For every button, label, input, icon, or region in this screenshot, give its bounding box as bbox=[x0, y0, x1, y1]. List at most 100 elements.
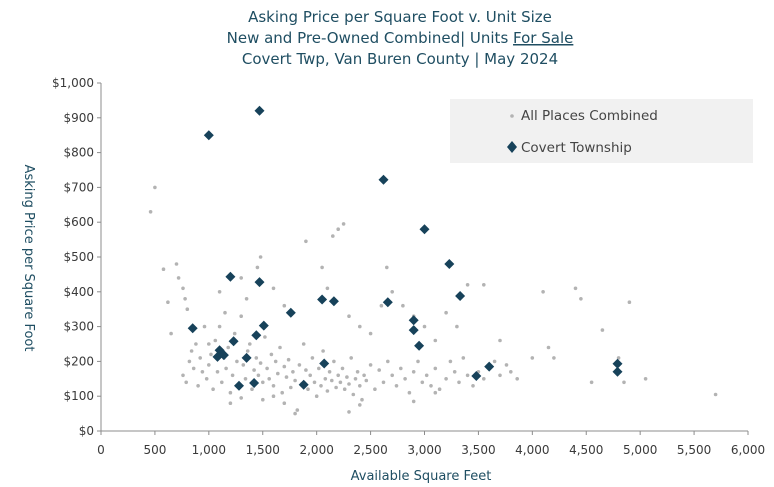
y-tick-label: $300 bbox=[63, 320, 94, 334]
data-point-all-places bbox=[452, 370, 457, 374]
data-point-all-places bbox=[461, 356, 466, 360]
data-point-all-places bbox=[250, 387, 254, 392]
data-point-all-places bbox=[306, 387, 310, 392]
data-point-all-places bbox=[176, 276, 181, 280]
data-point-all-places bbox=[457, 380, 461, 385]
data-point-all-places bbox=[148, 210, 153, 214]
data-point-covert-township bbox=[234, 380, 244, 391]
x-tick-label: 1,000 bbox=[192, 443, 226, 457]
data-point-all-places bbox=[509, 370, 513, 374]
data-point-all-places bbox=[213, 338, 218, 343]
data-point-all-places bbox=[239, 396, 243, 400]
data-point-all-places bbox=[465, 283, 470, 287]
data-point-covert-township bbox=[319, 358, 330, 369]
y-axis-label: Asking Price per Square Foot bbox=[21, 165, 36, 352]
x-tick-label: 5,500 bbox=[677, 443, 711, 457]
data-point-all-places bbox=[455, 324, 459, 329]
data-point-covert-township bbox=[414, 340, 425, 351]
y-tick-label: $700 bbox=[63, 180, 94, 194]
data-point-all-places bbox=[541, 290, 545, 294]
data-point-all-places bbox=[276, 371, 280, 376]
data-point-covert-township bbox=[249, 378, 260, 388]
data-point-all-places bbox=[373, 387, 377, 392]
data-point-all-places bbox=[332, 359, 336, 364]
x-tick-label: 5,000 bbox=[623, 443, 657, 457]
x-tick-label: 1,500 bbox=[246, 443, 280, 457]
data-point-covert-township bbox=[298, 379, 309, 390]
data-point-all-places bbox=[291, 370, 295, 374]
data-point-all-places bbox=[293, 378, 297, 383]
data-point-all-places bbox=[465, 373, 470, 378]
data-point-all-places bbox=[224, 366, 228, 371]
data-point-all-places bbox=[390, 290, 395, 294]
data-point-all-places bbox=[498, 338, 502, 343]
data-point-all-places bbox=[643, 377, 648, 381]
data-point-all-places bbox=[243, 377, 248, 381]
data-point-all-places bbox=[622, 380, 626, 385]
data-point-all-places bbox=[444, 377, 448, 381]
data-point-all-places bbox=[358, 384, 362, 388]
data-point-all-places bbox=[341, 222, 346, 226]
y-tick-label: $200 bbox=[63, 354, 94, 368]
data-point-all-places bbox=[573, 286, 578, 291]
data-point-covert-township bbox=[317, 294, 328, 305]
data-point-all-places bbox=[254, 356, 259, 360]
legend-marker-all-places-combined bbox=[510, 114, 514, 118]
data-point-all-places bbox=[589, 380, 594, 385]
data-point-all-places bbox=[416, 359, 420, 364]
data-point-all-places bbox=[282, 303, 287, 308]
data-point-all-places bbox=[271, 394, 276, 399]
data-point-all-places bbox=[232, 331, 237, 336]
data-point-all-places bbox=[379, 303, 384, 308]
data-point-all-places bbox=[444, 310, 448, 315]
data-point-all-places bbox=[319, 384, 323, 388]
y-tick-label: $400 bbox=[63, 285, 94, 299]
data-point-all-places bbox=[200, 370, 205, 374]
data-point-all-places bbox=[269, 352, 274, 357]
data-point-all-places bbox=[327, 370, 332, 374]
y-tick-label: $500 bbox=[63, 250, 94, 264]
data-point-all-places bbox=[492, 359, 497, 364]
data-point-all-places bbox=[498, 373, 502, 378]
data-point-all-places bbox=[482, 377, 486, 381]
data-point-covert-township bbox=[328, 296, 339, 307]
data-point-all-places bbox=[713, 392, 718, 397]
data-point-all-places bbox=[220, 380, 224, 385]
data-point-all-places bbox=[282, 364, 287, 369]
data-point-covert-township bbox=[471, 371, 482, 381]
data-point-all-places bbox=[321, 349, 325, 353]
data-point-all-places bbox=[278, 345, 282, 350]
data-point-all-places bbox=[351, 392, 356, 397]
data-point-all-places bbox=[187, 359, 192, 364]
legend-box bbox=[450, 99, 753, 163]
x-tick-label: 500 bbox=[143, 443, 166, 457]
data-point-all-places bbox=[368, 363, 373, 367]
data-point-all-places bbox=[552, 356, 556, 360]
data-point-all-places bbox=[515, 377, 519, 381]
data-point-all-places bbox=[368, 331, 373, 336]
data-point-all-places bbox=[194, 342, 198, 346]
data-point-all-places bbox=[403, 377, 407, 381]
data-point-all-places bbox=[546, 345, 551, 350]
data-point-all-places bbox=[217, 290, 222, 294]
data-point-all-places bbox=[312, 380, 317, 385]
data-point-all-places bbox=[411, 399, 416, 404]
data-point-all-places bbox=[482, 283, 486, 287]
data-point-covert-township bbox=[285, 307, 296, 318]
data-point-all-places bbox=[424, 373, 429, 378]
data-point-all-places bbox=[207, 363, 211, 367]
data-point-all-places bbox=[211, 387, 215, 392]
data-point-all-places bbox=[429, 384, 433, 388]
data-point-all-places bbox=[284, 375, 289, 379]
data-point-all-places bbox=[323, 377, 328, 381]
data-point-all-places bbox=[282, 401, 287, 406]
data-point-all-places bbox=[263, 335, 267, 339]
y-tick-label: $0 bbox=[79, 424, 94, 438]
data-point-all-places bbox=[241, 363, 246, 367]
x-tick-label: 4,000 bbox=[515, 443, 549, 457]
data-point-all-places bbox=[353, 377, 358, 381]
data-point-all-places bbox=[325, 389, 330, 393]
data-point-all-places bbox=[258, 255, 263, 259]
data-point-all-places bbox=[345, 375, 349, 379]
data-point-all-places bbox=[360, 397, 364, 402]
